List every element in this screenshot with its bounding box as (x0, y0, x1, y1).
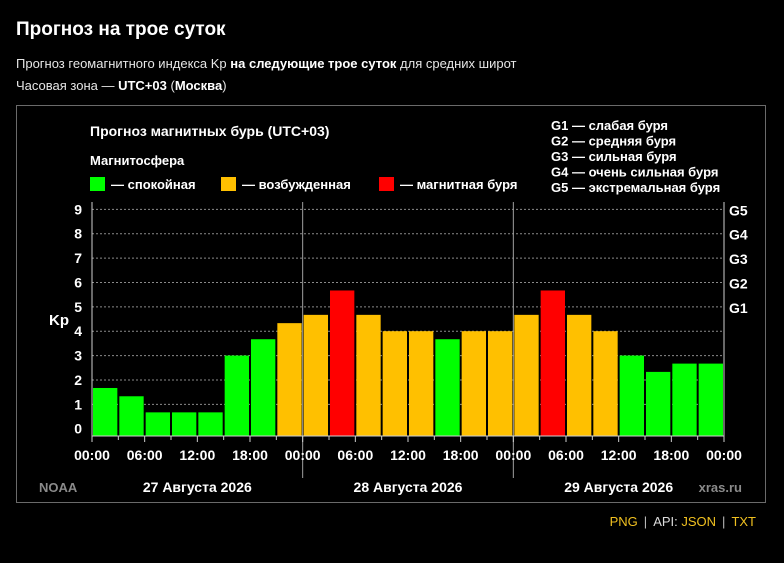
y-axis-label: Kp (49, 312, 69, 329)
txt-link[interactable]: TXT (731, 514, 756, 529)
kp-bar (356, 314, 381, 436)
page-title: Прогноз на трое суток (16, 19, 226, 40)
x-tick-label: 12:00 (601, 447, 637, 463)
x-tick-label: 06:00 (337, 447, 373, 463)
day-label: 29 Августа 2026 (564, 479, 673, 495)
subtitle-bold: на следующие трое суток (230, 56, 397, 71)
subtitle-prefix: Прогноз геомагнитного индекса Kp (16, 56, 231, 71)
x-tick-label: 00:00 (285, 447, 321, 463)
y-tick-label: 1 (74, 396, 82, 412)
kp-bar (382, 331, 407, 436)
chart-title: Прогноз магнитных бурь (UTC+03) (90, 123, 329, 139)
kp-bar (619, 355, 644, 436)
page-subtitle: Прогноз геомагнитного индекса Kp на след… (16, 56, 516, 71)
g-scale-item: G3 — сильная буря (551, 149, 677, 164)
kp-bar (514, 314, 539, 436)
json-link[interactable]: JSON (681, 514, 717, 529)
legend-label: — спокойная (111, 177, 196, 192)
legend-label: — возбужденная (242, 177, 351, 192)
x-tick-label: 12:00 (179, 447, 215, 463)
timezone-city: Москва (174, 78, 223, 93)
kp-bar (461, 331, 486, 436)
kp-bar (672, 363, 697, 436)
x-tick-label: 12:00 (390, 447, 426, 463)
g-scale-item: G2 — средняя буря (551, 134, 676, 149)
g-scale-item: G4 — очень сильная буря (551, 165, 718, 180)
legend-swatch (90, 177, 105, 191)
g-tick-label: G4 (729, 227, 748, 243)
y-tick-label: 7 (74, 250, 82, 266)
kp-bar (198, 412, 223, 436)
kp-bar (251, 339, 276, 436)
x-tick-label: 00:00 (495, 447, 531, 463)
y-tick-label: 3 (74, 348, 82, 364)
kp-bar (172, 412, 197, 436)
kp-bar (488, 331, 513, 436)
kp-forecast-chart: Прогноз магнитных бурь (UTC+03) Магнитосф… (16, 105, 766, 503)
g-scale-item: G1 — слабая буря (551, 118, 668, 133)
x-tick-label: 06:00 (548, 447, 584, 463)
x-tick-label: 18:00 (653, 447, 689, 463)
kp-bar (277, 323, 302, 436)
timezone-close: ) (222, 78, 227, 93)
subtitle-suffix: для средних широт (396, 56, 517, 71)
g-tick-label: G3 (729, 251, 748, 267)
kp-bar (698, 363, 723, 436)
legend-title: Магнитосфера (90, 153, 185, 168)
y-tick-label: 8 (74, 226, 82, 242)
day-label: 27 Августа 2026 (143, 479, 252, 495)
day-label: 28 Августа 2026 (354, 479, 463, 495)
g-tick-label: G5 (729, 202, 748, 218)
legend-swatch (221, 177, 236, 191)
png-link[interactable]: PNG (609, 514, 638, 529)
kp-bar (593, 331, 618, 436)
timezone-value: UTC+03 (118, 78, 167, 93)
kp-bar (303, 314, 328, 436)
footer-links: PNG | API: JSON | TXT (610, 514, 756, 529)
timezone-open: ( (166, 78, 175, 93)
footer-separator: | (643, 514, 648, 529)
kp-bar (119, 396, 144, 436)
g-scale-item: G5 — экстремальная буря (551, 180, 720, 195)
kp-bar (435, 339, 460, 436)
g-tick-label: G1 (729, 300, 748, 316)
timezone-prefix: Часовая зона — (16, 78, 119, 93)
kp-bar (145, 412, 170, 436)
kp-bar (646, 371, 671, 436)
y-tick-label: 9 (74, 201, 82, 217)
kp-bar (540, 290, 565, 436)
y-tick-label: 0 (74, 421, 82, 437)
y-tick-label: 5 (74, 299, 82, 315)
api-label: API: (653, 514, 682, 529)
x-tick-label: 06:00 (127, 447, 163, 463)
y-tick-label: 4 (74, 323, 82, 339)
y-tick-label: 6 (74, 274, 82, 290)
footer-separator: | (722, 514, 726, 529)
kp-bar (93, 387, 118, 436)
legend-swatch (379, 177, 394, 191)
x-tick-label: 18:00 (443, 447, 479, 463)
kp-bar (409, 331, 434, 436)
kp-bar (224, 355, 249, 436)
y-tick-label: 2 (74, 372, 82, 388)
kp-bar (567, 314, 592, 436)
x-tick-label: 00:00 (74, 447, 110, 463)
x-tick-label: 18:00 (232, 447, 268, 463)
g-tick-label: G2 (729, 275, 748, 291)
legend-label: — магнитная буря (400, 177, 517, 192)
kp-bar (330, 290, 355, 436)
chart-svg: Прогноз магнитных бурь (UTC+03) Магнитосф… (39, 118, 748, 495)
source-noaa: NOAA (39, 480, 78, 495)
timezone-line: Часовая зона — UTC+03 (Москва) (16, 78, 227, 93)
source-xras: xras.ru (699, 480, 742, 495)
x-tick-label: 00:00 (706, 447, 742, 463)
